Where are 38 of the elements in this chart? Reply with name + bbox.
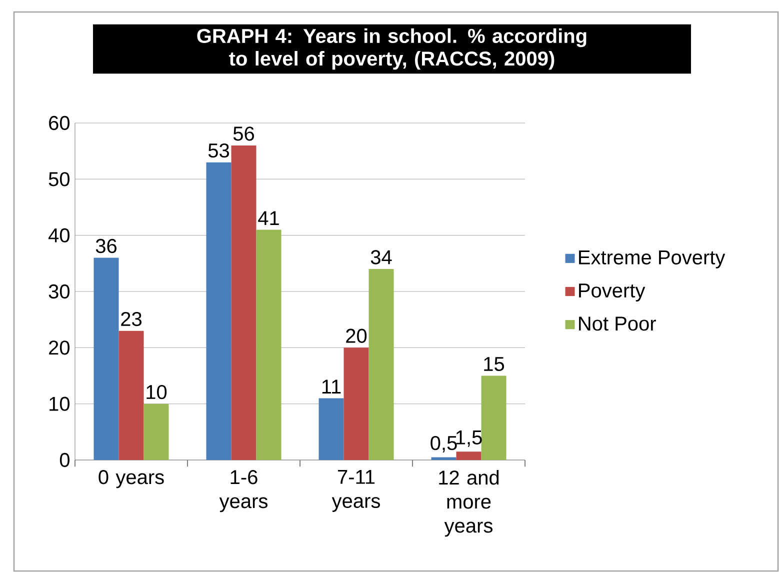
y-tick-label: 20 — [49, 340, 70, 355]
bar — [144, 404, 169, 460]
data-label: 23 — [121, 312, 142, 326]
data-label: 53 — [208, 143, 229, 158]
legend-label: Extreme Poverty — [579, 250, 726, 268]
bar — [344, 348, 369, 460]
data-label: 36 — [96, 238, 116, 254]
x-tick-label: 7-11 years — [332, 470, 380, 512]
y-tick-label: 10 — [50, 396, 70, 411]
bar — [94, 258, 119, 460]
data-label: 20 — [346, 328, 367, 343]
data-label: 11 — [322, 380, 341, 394]
bar — [118, 330, 144, 460]
legend-label: Not Poor — [579, 316, 656, 331]
legend-label: Poverty — [579, 284, 646, 302]
chart-title: GRAPH 4: Years in school. % according to level of poverty, (RACCS, 2009) — [197, 28, 586, 70]
data-label: 15 — [484, 357, 504, 372]
y-tick-label: 60 — [49, 116, 70, 130]
y-tick-label: 40 — [48, 228, 70, 242]
data-label: 0,5 — [430, 436, 457, 452]
bar — [206, 162, 232, 460]
y-tick-label: 50 — [48, 172, 70, 186]
x-tick-label: 1-6 years — [219, 470, 268, 512]
data-label: 56 — [233, 126, 254, 141]
bar — [256, 230, 282, 460]
bar — [481, 376, 506, 460]
y-tick-label: 0 — [60, 452, 70, 468]
y-tick-label: 30 — [48, 284, 70, 299]
bar — [368, 269, 394, 460]
data-label: 34 — [370, 250, 392, 264]
x-tick-label: 0 years — [98, 470, 164, 488]
bar — [231, 145, 256, 460]
x-tick-label: 12 and more years — [439, 470, 499, 537]
data-label: 41 — [258, 211, 279, 226]
bar — [318, 398, 344, 460]
bar — [456, 452, 482, 460]
data-label: 10 — [146, 384, 167, 400]
bar — [431, 457, 456, 460]
